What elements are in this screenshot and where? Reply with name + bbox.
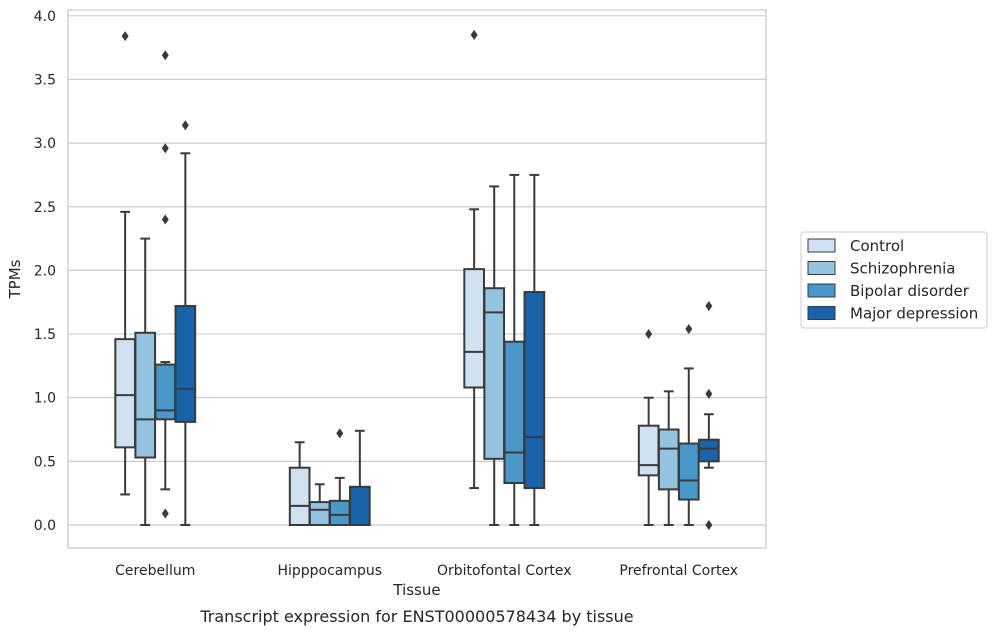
box-group — [637, 301, 720, 530]
box — [483, 287, 506, 460]
box — [288, 466, 311, 526]
y-tick-labels: 0.0 0.5 1.0 1.5 2.0 2.5 3.0 3.5 4.0 — [34, 9, 56, 534]
outlier-point — [336, 428, 344, 439]
y-tick-label: 4.0 — [34, 9, 56, 25]
x-tick-label: Prefrontal Cortex — [619, 563, 738, 579]
legend-label: Major depression — [850, 305, 978, 323]
box — [503, 340, 526, 484]
outlier-point — [181, 120, 189, 131]
box — [349, 485, 371, 526]
outlier-point — [161, 508, 169, 519]
y-tick-label: 1.0 — [34, 391, 56, 407]
y-tick-label: 2.5 — [34, 200, 56, 216]
x-axis-label: Tissue — [392, 581, 440, 599]
box — [463, 268, 485, 389]
legend-frame — [800, 231, 988, 329]
box — [677, 442, 700, 501]
box-groups — [114, 29, 720, 530]
y-tick-label: 0.5 — [34, 454, 56, 470]
y-tick-label: 3.5 — [34, 72, 56, 88]
plot-frame — [67, 9, 767, 549]
legend-swatch — [807, 306, 836, 320]
chart-caption: Transcript expression for ENST0000057843… — [199, 607, 633, 626]
legend: Control Schizophrenia Bipolar disorder Majo… — [800, 231, 988, 329]
box-group — [114, 31, 197, 526]
box — [657, 428, 680, 491]
legend-label: Schizophrenia — [850, 260, 955, 278]
y-axis-label: TPMs — [6, 259, 24, 299]
y-tick-label: 2.0 — [34, 263, 56, 279]
outlier-point — [705, 520, 713, 530]
box — [637, 424, 660, 477]
legend-swatch — [807, 261, 836, 275]
box — [114, 338, 136, 449]
box — [698, 438, 720, 463]
box — [328, 499, 351, 526]
x-tick-label: Hipppocampus — [277, 563, 382, 579]
legend-swatch — [807, 238, 836, 253]
legend-swatch — [807, 283, 836, 298]
box — [174, 305, 197, 423]
outlier-point — [685, 323, 693, 334]
box — [308, 501, 331, 526]
outlier-point — [645, 329, 653, 340]
x-tick-label: Cerebellum — [115, 563, 195, 579]
box — [134, 331, 157, 459]
outlier-point — [705, 388, 713, 399]
x-tick-labels: Cerebellum Hipppocampus Orbitofontal Corte… — [115, 563, 738, 579]
legend-label: Control — [850, 237, 904, 255]
outlier-point — [121, 31, 129, 42]
outlier-point — [470, 29, 478, 40]
y-tick-label: 0.0 — [34, 518, 56, 534]
box — [523, 291, 546, 490]
outlier-point — [161, 50, 169, 61]
outlier-point — [705, 301, 713, 312]
box-group — [463, 29, 546, 526]
outlier-point — [161, 214, 169, 225]
box-group — [288, 428, 371, 526]
x-tick-label: Orbitofontal Cortex — [437, 563, 572, 579]
legend-label: Bipolar disorder — [850, 282, 970, 300]
outlier-point — [161, 143, 169, 154]
y-tick-label: 1.5 — [34, 327, 56, 343]
y-tick-label: 3.0 — [34, 136, 56, 152]
